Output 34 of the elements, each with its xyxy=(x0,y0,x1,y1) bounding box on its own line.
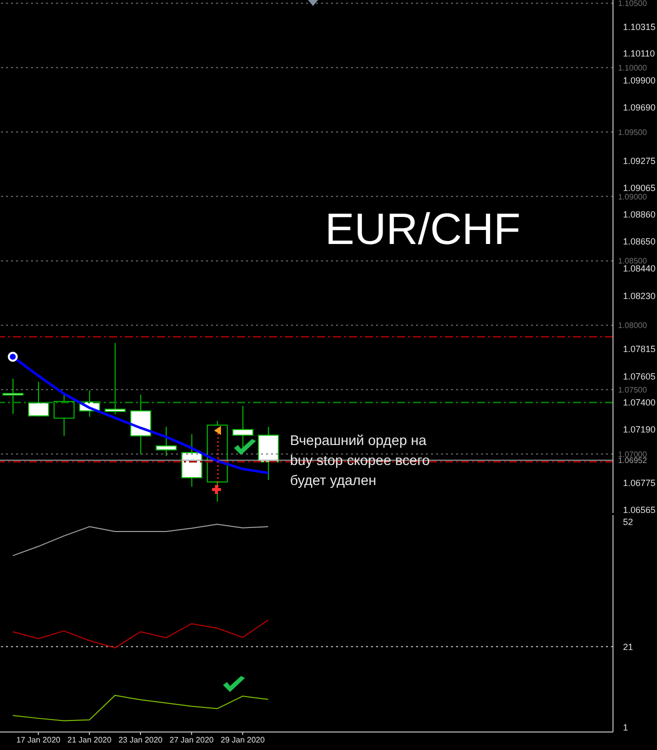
y-tick-label: 1.08230 xyxy=(623,290,656,301)
y-tick-label: 1.07190 xyxy=(623,424,656,435)
y-tick-label: 1.07400 xyxy=(623,398,656,408)
y-tick-label: 1.10315 xyxy=(623,22,656,32)
ref-line-label: 1.09500 xyxy=(618,128,648,137)
x-tick-label: 29 Jan 2020 xyxy=(220,736,266,745)
y-tick-label: 1.07815 xyxy=(623,344,656,354)
y-tick-label: 1.10110 xyxy=(623,48,655,59)
ref-line-label: 1.06952 xyxy=(618,456,648,466)
y-tick-label: 1.09065 xyxy=(623,183,656,194)
y-tick-label: 1.06775 xyxy=(623,478,656,488)
y-tick-label: 1.09690 xyxy=(623,102,656,113)
ref-line-label: 1.07000 xyxy=(618,450,648,459)
text: EUR/CHF xyxy=(325,205,521,255)
y-tick-label: 1.08650 xyxy=(623,236,656,247)
x-tick-label: 27 Jan 2020 xyxy=(170,736,214,745)
y-tick-label: 1.09900 xyxy=(623,76,656,86)
y-tick-label: 1 xyxy=(623,722,628,732)
ref-line-label: 1.10000 xyxy=(618,63,648,72)
ref-line-label: 1.10500 xyxy=(618,0,648,8)
ref-line-label: 1.07500 xyxy=(618,385,648,394)
x-tick-label: 23 Jan 2020 xyxy=(118,736,164,745)
y-tick-label: 1.08860 xyxy=(623,210,656,220)
y-tick-label: 1.08440 xyxy=(623,264,656,274)
y-tick-label: 1.09275 xyxy=(623,156,656,166)
y-tick-label: 1.06565 xyxy=(623,505,656,516)
y-tick-label: 52 xyxy=(623,517,634,528)
ref-line-label: 1.09000 xyxy=(618,192,648,202)
x-tick-label: 21 Jan 2020 xyxy=(67,736,112,745)
x-tick-label: 17 Jan 2020 xyxy=(16,736,61,745)
ref-line-label: 1.08500 xyxy=(618,256,648,266)
y-tick-label: 1.07605 xyxy=(623,371,656,382)
y-tick-label: 21 xyxy=(623,642,634,652)
ref-line-label: 1.08000 xyxy=(618,321,648,330)
